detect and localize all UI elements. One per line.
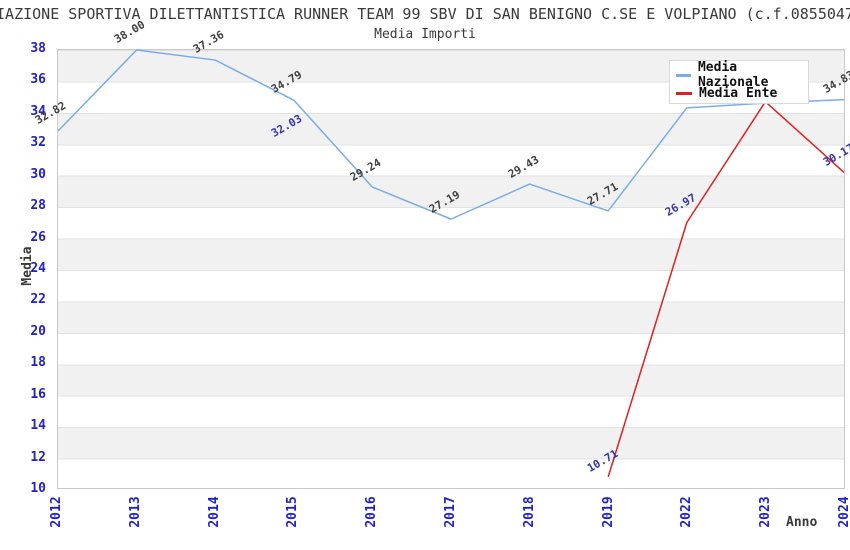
x-tick-label: 2024 — [837, 496, 850, 528]
x-tick-label: 2016 — [364, 496, 380, 528]
chart-subtitle: Media Importi — [374, 27, 476, 42]
y-tick-label: 22 — [30, 292, 46, 308]
y-tick-label: 24 — [30, 261, 46, 276]
x-axis-title: Anno — [786, 515, 818, 530]
y-tick-label: 34 — [30, 103, 46, 119]
y-tick-label: 10 — [30, 481, 46, 496]
y-tick-label: 16 — [30, 386, 46, 402]
x-tick-label: 2019 — [600, 496, 616, 528]
legend: Media Nazionale Media Ente — [669, 60, 809, 104]
y-tick-label: 14 — [30, 418, 46, 434]
y-tick-label: 38 — [30, 41, 46, 56]
y-tick-label: 28 — [30, 198, 46, 214]
x-tick-label: 2012 — [49, 496, 64, 528]
legend-item-media-ente: Media Ente — [675, 84, 808, 102]
legend-line-sample-ente-icon — [676, 91, 692, 95]
x-tick-label: 2017 — [443, 496, 458, 528]
x-tick-label: 2014 — [206, 496, 222, 528]
legend-label-media-nazionale: Media Nazionale — [697, 60, 769, 90]
y-tick-label: 20 — [30, 323, 46, 339]
legend-item-media-nazionale: Media Nazionale — [675, 60, 808, 90]
x-tick-label: 2018 — [521, 496, 537, 528]
x-tick-label: 2013 — [127, 496, 143, 528]
y-tick-label: 12 — [30, 449, 46, 465]
line-series-svg — [57, 49, 845, 478]
legend-line-sample-nazionale-icon — [676, 73, 691, 77]
y-tick-label: 18 — [30, 355, 46, 371]
y-tick-label: 26 — [30, 229, 46, 245]
x-tick-label: 2015 — [285, 496, 301, 528]
plot-area — [57, 49, 845, 489]
y-tick-label: 36 — [30, 72, 46, 88]
chart-title: IAZIONE SPORTIVA DILETTANTISTICA RUNNER … — [0, 5, 850, 23]
x-tick-label: 2022 — [679, 496, 695, 528]
x-tick-label: 2023 — [758, 496, 774, 528]
legend-label-media-ente: Media Ente — [699, 85, 778, 101]
y-tick-label: 32 — [30, 135, 46, 151]
y-tick-label: 30 — [30, 166, 46, 182]
